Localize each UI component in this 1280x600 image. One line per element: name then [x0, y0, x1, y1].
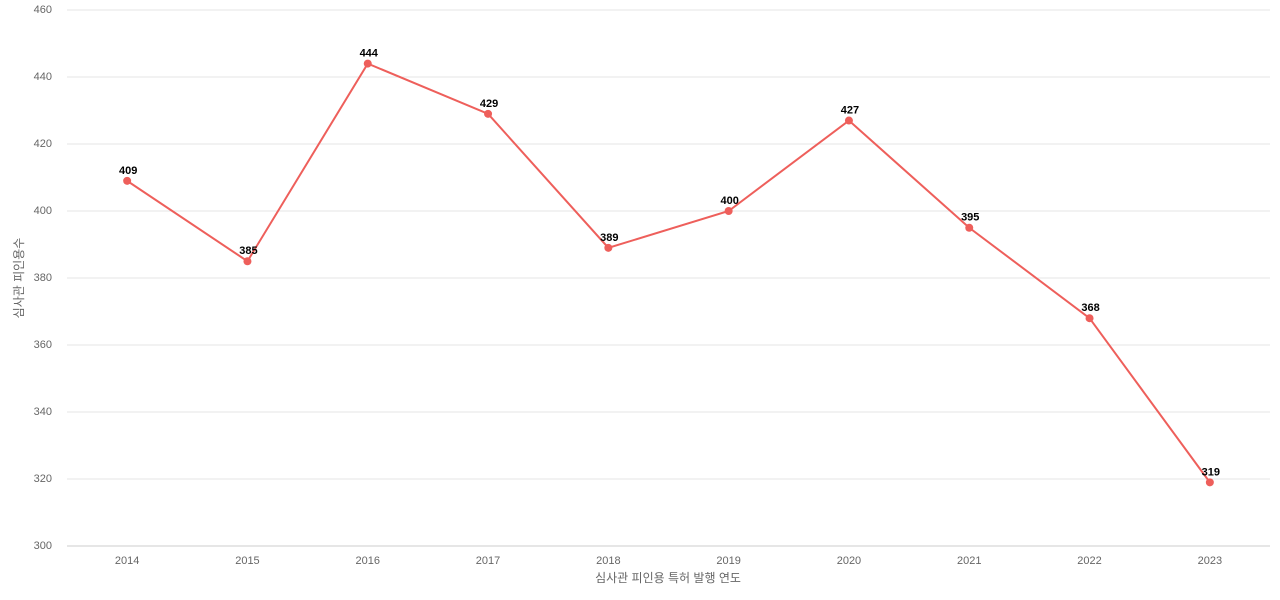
- x-tick-label: 2019: [716, 555, 740, 567]
- point: [844, 116, 853, 125]
- point: [484, 109, 493, 118]
- y-tick-label: 340: [34, 406, 52, 418]
- data-label: 409: [119, 165, 137, 177]
- y-tick-label: 320: [34, 473, 52, 485]
- data-label: 385: [239, 245, 257, 257]
- point: [604, 243, 613, 252]
- x-tick-label: 2017: [476, 555, 500, 567]
- data-label: 429: [480, 98, 498, 110]
- x-tick-label: 2016: [356, 555, 380, 567]
- point: [1205, 478, 1214, 487]
- data-label: 319: [1202, 466, 1220, 478]
- x-tick-label: 2018: [596, 555, 620, 567]
- line: [126, 62, 1211, 483]
- y-tick-label: 460: [34, 4, 52, 16]
- x-tick-label: 2021: [957, 555, 981, 567]
- point: [363, 59, 372, 68]
- point: [965, 223, 974, 232]
- x-tick-label: 2014: [115, 555, 139, 567]
- y-tick-label: 440: [34, 71, 52, 83]
- data-label: 400: [720, 195, 738, 207]
- point: [724, 207, 733, 215]
- x-axis-label: 심사관 피인용 특허 발행 연도: [595, 570, 741, 585]
- point: [1085, 314, 1094, 323]
- y-tick-label: 420: [34, 138, 52, 150]
- y-tick-label: 400: [34, 205, 52, 217]
- y-tick-label: 380: [34, 272, 52, 284]
- data-label: 444: [360, 48, 379, 60]
- data-label: 427: [841, 104, 859, 116]
- x-tick-label: 2020: [837, 555, 861, 567]
- data-label: 389: [600, 232, 618, 244]
- y-tick-label: 300: [34, 540, 52, 552]
- point: [123, 176, 132, 185]
- point: [243, 257, 252, 266]
- y-axis-label: 심사관 피인용수: [12, 238, 26, 319]
- x-tick-label: 2015: [235, 555, 259, 567]
- y-tick-label: 360: [34, 339, 52, 351]
- x-tick-label: 2023: [1198, 555, 1222, 567]
- data-label: 395: [961, 212, 979, 224]
- x-tick-label: 2022: [1077, 555, 1101, 567]
- data-label: 368: [1081, 302, 1099, 314]
